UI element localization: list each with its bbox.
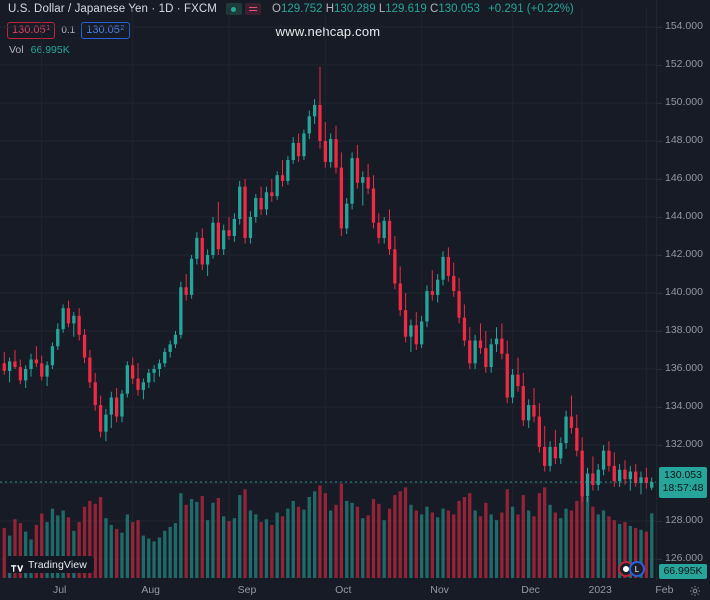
chart-plot-area[interactable] [0,8,656,578]
time-tick: Sep [237,584,257,596]
time-tick: Dec [521,584,540,596]
price-tick-dash [656,369,662,370]
price-tick-dash [656,141,662,142]
open-label: O [271,3,281,15]
symbol-title[interactable]: U.S. Dollar / Japanese Yen · 1D · FXCM [8,3,217,15]
price-tick-label: 126.000 [665,552,703,564]
price-line-2-marker-label: L [634,564,640,574]
price-tick-label: 152.000 [665,58,703,70]
price-tick-label: 148.000 [665,134,703,146]
price-tick-dash [656,407,662,408]
time-tick: Feb [655,584,674,596]
price-tick-dash [656,255,662,256]
price-tick-label: 138.000 [665,324,703,336]
symbol-row: U.S. Dollar / Japanese Yen · 1D · FXCM O… [8,3,574,15]
price-line-2-marker[interactable]: L [629,561,645,577]
price-tick-dash [656,559,662,560]
volume-value: 66.995K [30,44,70,56]
price-tick-dash [656,521,662,522]
current-price-value: 130.053 [664,469,702,481]
series-style-toggles [225,3,261,15]
change-value: +0.291 (+0.22%) [488,3,574,15]
price-tick-label: 134.000 [665,400,703,412]
high-label: H [325,3,335,15]
current-price-time: 18:57:48 [662,482,704,495]
step-value[interactable]: 0.1 [61,24,76,36]
circle-dot-icon[interactable] [225,3,242,15]
price-tick-dash [656,217,662,218]
price-tick-dash [656,65,662,66]
price-axis[interactable]: 154.000 152.000 150.000 148.000 146.000 144.0… [656,0,710,579]
close-label: C [430,3,439,15]
price-tick-dash [656,179,662,180]
price-line-markers[interactable]: L [618,561,656,577]
price-tick-label: 150.000 [665,96,703,108]
open-value: 129.752 [280,3,323,15]
price-tick-label: 144.000 [665,210,703,222]
price-tick-label: 132.000 [665,438,703,450]
price-tick-label: 142.000 [665,248,703,260]
price-tick-dash [656,103,662,104]
price-tick-dash [656,27,662,28]
low-label: L [378,3,386,15]
tradingview-logo-text: TradingView [28,558,87,571]
volume-badge[interactable]: 66.995K [659,564,707,579]
current-price-badge[interactable]: 130.053 18:57:48 [659,467,707,499]
ohlc-values: O129.752 H130.289 L129.619 C130.053 +0.2… [272,3,574,15]
price-tick-dash [656,331,662,332]
price-tick-label: 136.000 [665,362,703,374]
price-tick-label: 154.000 [665,20,703,32]
price-tick-dash [656,293,662,294]
tradingview-logo[interactable]: TradingView [6,556,94,573]
price-tick-label: 146.000 [665,172,703,184]
time-tick: Oct [335,584,352,596]
low-value: 129.619 [385,3,427,15]
price-tick-label: 128.000 [665,514,703,526]
time-tick: Nov [430,584,449,596]
high-value: 130.289 [334,3,376,15]
watermark-text: www.nehcap.com [275,24,381,39]
volume-legend[interactable]: Vol 66.995K [9,44,70,56]
close-value: 130.053 [438,3,480,15]
tradingview-logo-icon [11,560,24,572]
gear-icon[interactable] [689,585,701,597]
price-tick-dash [656,445,662,446]
time-axis[interactable]: Jul Aug Sep Oct Nov Dec 2023 Feb [0,581,710,600]
time-tick: Aug [141,584,161,596]
time-tick: 2023 [588,584,612,596]
axis-divider-vertical [656,0,657,581]
time-tick: Jul [52,584,67,596]
volume-label: Vol [9,44,24,56]
price-tick-label: 140.000 [665,286,703,298]
bars-icon[interactable] [244,3,261,15]
